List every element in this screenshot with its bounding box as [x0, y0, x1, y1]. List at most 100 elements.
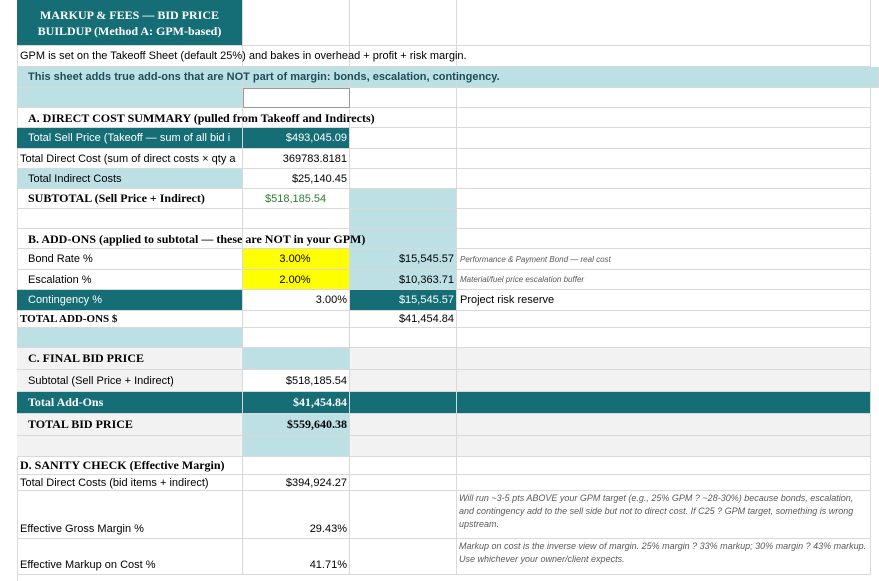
row-value[interactable]: $41,454.84 [243, 392, 350, 414]
contingency-rate-input[interactable]: 3.00% [243, 290, 350, 311]
cell[interactable] [243, 311, 350, 328]
cell[interactable] [17, 328, 243, 348]
row-label[interactable]: Total Add-Ons [17, 392, 243, 414]
cell[interactable] [350, 491, 457, 539]
cell[interactable] [350, 457, 457, 475]
row-amount[interactable]: $15,545.57 [350, 290, 457, 311]
row-value[interactable]: $493,045.09 [243, 128, 350, 149]
cell[interactable] [350, 209, 457, 229]
cell[interactable] [457, 46, 871, 67]
cell[interactable] [350, 475, 457, 491]
cell[interactable] [457, 128, 871, 149]
cell[interactable] [457, 348, 871, 370]
row-label[interactable]: Total Indirect Costs [17, 169, 243, 189]
cell[interactable] [350, 67, 457, 88]
cell[interactable] [350, 128, 457, 149]
cell[interactable] [350, 169, 457, 189]
cell[interactable] [243, 46, 350, 67]
cell[interactable] [17, 209, 243, 229]
row-label[interactable]: Total Direct Costs (bid items + indirect… [17, 475, 243, 491]
cell[interactable] [457, 436, 871, 457]
cell[interactable] [243, 229, 350, 249]
cell[interactable] [243, 67, 350, 88]
row-label[interactable]: Effective Gross Margin % [17, 491, 243, 539]
cell[interactable] [457, 414, 871, 436]
cell[interactable] [350, 414, 457, 436]
row-label[interactable]: Bond Rate % [17, 249, 243, 270]
bond-rate-input[interactable]: 3.00% [243, 249, 350, 270]
row-value[interactable]: 369783.8181 [243, 149, 350, 169]
row-amount[interactable]: $15,545.57 [350, 249, 457, 270]
cell[interactable] [457, 209, 871, 229]
cell[interactable] [457, 491, 871, 539]
cell[interactable] [457, 539, 871, 575]
cell[interactable] [457, 189, 871, 209]
cell[interactable] [243, 348, 350, 370]
escalation-rate-input[interactable]: 2.00% [243, 270, 350, 290]
cell[interactable] [17, 46, 243, 67]
row-label[interactable]: TOTAL BID PRICE [17, 414, 243, 436]
cell[interactable] [457, 475, 871, 491]
section-d-header[interactable]: D. SANITY CHECK (Effective Margin) [17, 457, 243, 475]
row-note[interactable]: Performance & Payment Bond — real cost [457, 249, 871, 270]
cell[interactable] [17, 436, 243, 457]
cell[interactable] [350, 229, 457, 249]
cell[interactable] [17, 229, 243, 249]
cell[interactable] [350, 108, 457, 128]
cell[interactable] [350, 46, 457, 67]
cell[interactable] [350, 539, 457, 575]
cell[interactable] [457, 229, 871, 249]
row-value[interactable]: 29.43% [243, 491, 350, 539]
row-amount[interactable]: $10,363.71 [350, 270, 457, 290]
row-note[interactable]: Project risk reserve [457, 290, 871, 311]
cell[interactable] [350, 392, 457, 414]
cell[interactable] [457, 457, 871, 475]
title-cell[interactable]: MARKUP & FEES — BID PRICE BUILDUP (Metho… [17, 0, 243, 46]
cell[interactable] [350, 436, 457, 457]
cell[interactable] [17, 88, 243, 108]
row-label[interactable]: Subtotal (Sell Price + Indirect) [17, 370, 243, 392]
cell[interactable] [17, 67, 243, 88]
cell[interactable] [243, 0, 350, 46]
cell[interactable] [350, 0, 457, 46]
cell[interactable] [350, 348, 457, 370]
row-label[interactable]: Total Direct Cost (sum of direct costs ×… [17, 149, 243, 169]
cell[interactable] [457, 149, 871, 169]
row-label[interactable]: Contingency % [17, 290, 243, 311]
row-label[interactable]: Effective Markup on Cost % [17, 539, 243, 575]
row-value[interactable]: 41.71% [243, 539, 350, 575]
total-bid-value[interactable]: $559,640.38 [243, 414, 350, 436]
cell[interactable] [457, 311, 871, 328]
cell[interactable] [17, 108, 243, 128]
cell[interactable] [350, 370, 457, 392]
cell[interactable] [350, 88, 457, 108]
cell[interactable] [457, 169, 871, 189]
cell[interactable] [350, 189, 457, 209]
cell[interactable] [350, 149, 457, 169]
cell[interactable] [457, 88, 871, 108]
cell[interactable] [243, 88, 350, 108]
cell[interactable] [457, 108, 871, 128]
cell[interactable] [243, 328, 350, 348]
cell[interactable] [457, 328, 871, 348]
row-value[interactable]: $518,185.54 [243, 189, 350, 209]
cell[interactable] [243, 108, 350, 128]
row-value[interactable]: $25,140.45 [243, 169, 350, 189]
row-amount[interactable]: $41,454.84 [350, 311, 457, 328]
cell[interactable] [457, 67, 879, 88]
cell[interactable] [457, 0, 871, 46]
cell[interactable] [243, 209, 350, 229]
row-label[interactable]: Total Sell Price (Takeoff — sum of all b… [17, 128, 243, 149]
row-label[interactable]: SUBTOTAL (Sell Price + Indirect) [17, 189, 243, 209]
cell[interactable] [350, 328, 457, 348]
row-value[interactable]: $518,185.54 [243, 370, 350, 392]
cell[interactable] [243, 436, 350, 457]
section-c-header[interactable]: C. FINAL BID PRICE [17, 348, 243, 370]
cell[interactable] [243, 457, 350, 475]
row-value[interactable]: $394,924.27 [243, 475, 350, 491]
cell[interactable] [457, 392, 871, 414]
row-label[interactable]: Escalation % [17, 270, 243, 290]
row-note[interactable]: Material/fuel price escalation buffer [457, 270, 871, 290]
cell[interactable] [457, 370, 871, 392]
row-label[interactable]: TOTAL ADD-ONS $ [17, 311, 243, 328]
